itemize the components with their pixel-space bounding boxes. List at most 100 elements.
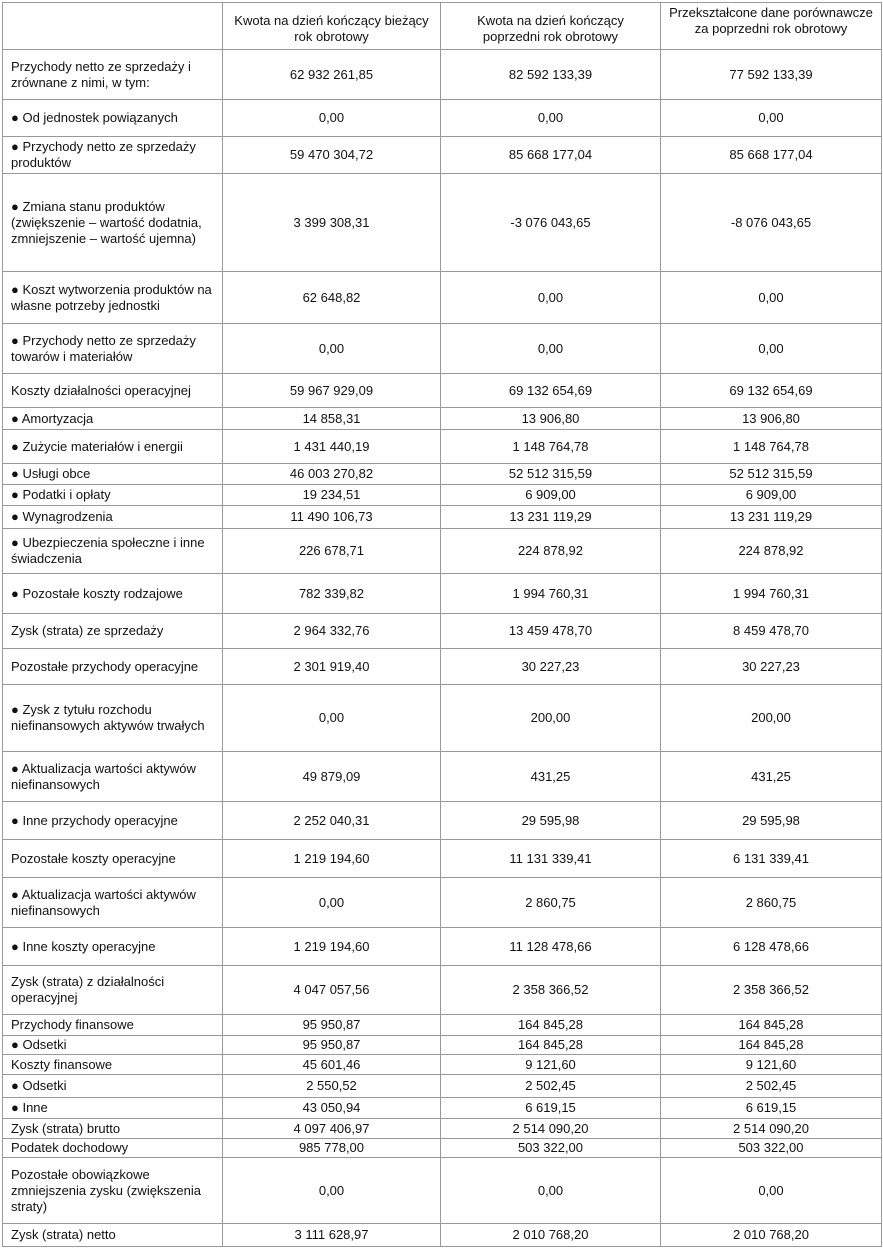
table-row: ● Od jednostek powiązanych 0,00 0,00 0,00: [2, 99, 882, 137]
value-cell: 1 431 440,19: [222, 429, 441, 464]
value-cell: 11 128 478,66: [440, 927, 661, 966]
row-label: Pozostałe przychody operacyjne: [2, 648, 223, 685]
row-label: ● Przychody netto ze sprzedaży produktów: [2, 136, 223, 174]
value-cell: 52 512 315,59: [440, 463, 661, 485]
row-label: ● Aktualizacja wartości aktywów niefinan…: [2, 877, 223, 928]
header-row: Kwota na dzień kończący bieżący rok obro…: [2, 2, 882, 50]
value-cell: 69 132 654,69: [440, 373, 661, 408]
row-label: ● Wynagrodzenia: [2, 505, 223, 529]
row-label: ● Usługi obce: [2, 463, 223, 485]
row-label: ● Amortyzacja: [2, 407, 223, 430]
value-cell: 43 050,94: [222, 1097, 441, 1119]
value-cell: 13 231 119,29: [660, 505, 882, 529]
value-cell: 2 252 040,31: [222, 801, 441, 840]
table-row: ● Koszt wytworzenia produktów na własne …: [2, 271, 882, 324]
table-row: ● Przychody netto ze sprzedaży towarów i…: [2, 323, 882, 374]
value-cell: 13 459 478,70: [440, 613, 661, 649]
table-row: Pozostałe koszty operacyjne 1 219 194,60 1…: [2, 839, 882, 878]
value-cell: 4 047 057,56: [222, 965, 441, 1015]
value-cell: 1 219 194,60: [222, 927, 441, 966]
value-cell: 3 399 308,31: [222, 173, 441, 272]
value-cell: 0,00: [440, 1157, 661, 1224]
value-cell: 2 358 366,52: [440, 965, 661, 1015]
row-label: Zysk (strata) ze sprzedaży: [2, 613, 223, 649]
value-cell: 2 502,45: [440, 1074, 661, 1098]
value-cell: 0,00: [440, 99, 661, 137]
value-cell: 6 619,15: [440, 1097, 661, 1119]
table-row: ● Aktualizacja wartości aktywów niefinan…: [2, 751, 882, 802]
value-cell: 29 595,98: [660, 801, 882, 840]
table-row: ● Inne koszty operacyjne 1 219 194,60 11 1…: [2, 927, 882, 966]
value-cell: 8 459 478,70: [660, 613, 882, 649]
value-cell: 62 648,82: [222, 271, 441, 324]
value-cell: 164 845,28: [660, 1014, 882, 1036]
value-cell: 2 860,75: [660, 877, 882, 928]
value-cell: 0,00: [660, 271, 882, 324]
value-cell: 0,00: [660, 99, 882, 137]
value-cell: 782 339,82: [222, 573, 441, 614]
row-label: ● Inne: [2, 1097, 223, 1119]
value-cell: 164 845,28: [660, 1035, 882, 1055]
table-row: ● Podatki i opłaty 19 234,51 6 909,00 6 909…: [2, 484, 882, 506]
value-cell: 82 592 133,39: [440, 49, 661, 100]
table-row: Zysk (strata) z działalności operacyjnej…: [2, 965, 882, 1015]
value-cell: 13 231 119,29: [440, 505, 661, 529]
row-label: ● Koszt wytworzenia produktów na własne …: [2, 271, 223, 324]
table-row: ● Aktualizacja wartości aktywów niefinan…: [2, 877, 882, 928]
value-cell: 1 994 760,31: [660, 573, 882, 614]
table-row: Przychody netto ze sprzedaży i zrównane …: [2, 49, 882, 100]
value-cell: 30 227,23: [440, 648, 661, 685]
value-cell: 0,00: [222, 1157, 441, 1224]
value-cell: 2 514 090,20: [440, 1118, 661, 1139]
table-row: Podatek dochodowy 985 778,00 503 322,00 503…: [2, 1138, 882, 1158]
row-label: ● Inne przychody operacyjne: [2, 801, 223, 840]
value-cell: 77 592 133,39: [660, 49, 882, 100]
value-cell: 164 845,28: [440, 1014, 661, 1036]
value-cell: 2 010 768,20: [440, 1223, 661, 1247]
row-label: Zysk (strata) z działalności operacyjnej: [2, 965, 223, 1015]
value-cell: 30 227,23: [660, 648, 882, 685]
table-row: ● Usługi obce 46 003 270,82 52 512 315,59 5…: [2, 463, 882, 485]
value-cell: 59 470 304,72: [222, 136, 441, 174]
row-label: Zysk (strata) brutto: [2, 1118, 223, 1139]
table-row: ● Odsetki 95 950,87 164 845,28 164 845,28: [2, 1035, 882, 1055]
table-row: ● Przychody netto ze sprzedaży produktów…: [2, 136, 882, 174]
row-label: ● Zużycie materiałów i energii: [2, 429, 223, 464]
value-cell: 1 148 764,78: [660, 429, 882, 464]
value-cell: 1 994 760,31: [440, 573, 661, 614]
value-cell: 9 121,60: [440, 1054, 661, 1075]
value-cell: 0,00: [440, 271, 661, 324]
row-label: Przychody finansowe: [2, 1014, 223, 1036]
value-cell: 6 619,15: [660, 1097, 882, 1119]
row-label: ● Aktualizacja wartości aktywów niefinan…: [2, 751, 223, 802]
value-cell: 2 860,75: [440, 877, 661, 928]
value-cell: 3 111 628,97: [222, 1223, 441, 1247]
value-cell: 52 512 315,59: [660, 463, 882, 485]
value-cell: 2 358 366,52: [660, 965, 882, 1015]
value-cell: 85 668 177,04: [660, 136, 882, 174]
value-cell: 0,00: [222, 99, 441, 137]
value-cell: 62 932 261,85: [222, 49, 441, 100]
table-row: ● Pozostałe koszty rodzajowe 782 339,82 1 …: [2, 573, 882, 614]
row-label: Koszty działalności operacyjnej: [2, 373, 223, 408]
table-row: Zysk (strata) ze sprzedaży 2 964 332,76 13…: [2, 613, 882, 649]
value-cell: 19 234,51: [222, 484, 441, 506]
value-cell: 0,00: [660, 323, 882, 374]
row-label: Pozostałe obowiązkowe zmniejszenia zysku…: [2, 1157, 223, 1224]
row-label: ● Odsetki: [2, 1074, 223, 1098]
value-cell: 6 909,00: [660, 484, 882, 506]
table-row: Zysk (strata) brutto 4 097 406,97 2 514 09…: [2, 1118, 882, 1139]
row-label: ● Pozostałe koszty rodzajowe: [2, 573, 223, 614]
row-label: ● Ubezpieczenia społeczne i inne świadcz…: [2, 528, 223, 574]
row-label: ● Zmiana stanu produktów (zwiększenie – …: [2, 173, 223, 272]
value-cell: 224 878,92: [440, 528, 661, 574]
value-cell: 9 121,60: [660, 1054, 882, 1075]
row-label: ● Inne koszty operacyjne: [2, 927, 223, 966]
value-cell: 503 322,00: [440, 1138, 661, 1158]
table-row: ● Wynagrodzenia 11 490 106,73 13 231 119,2…: [2, 505, 882, 529]
table-row: ● Inne przychody operacyjne 2 252 040,31 2…: [2, 801, 882, 840]
value-cell: 6 128 478,66: [660, 927, 882, 966]
value-cell: 2 514 090,20: [660, 1118, 882, 1139]
header-cell-empty: [2, 2, 223, 50]
